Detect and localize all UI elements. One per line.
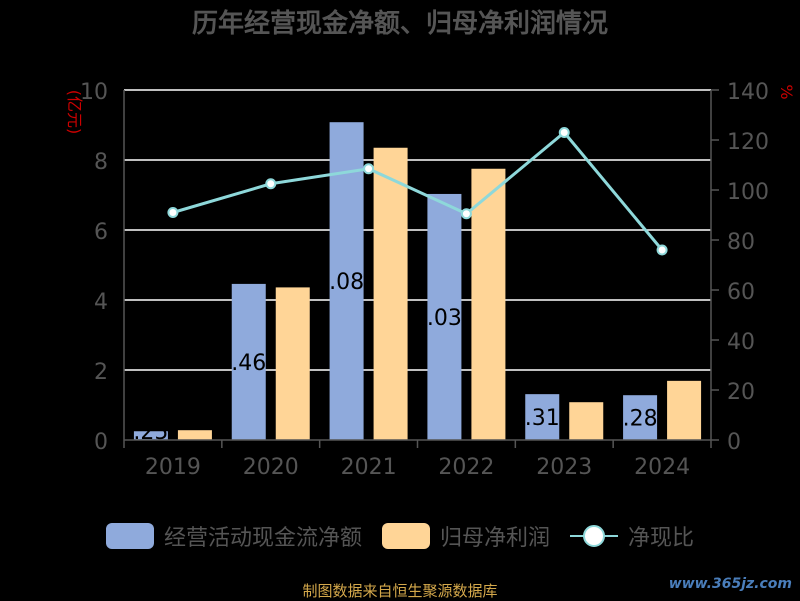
y-tick-label-left: 2 — [94, 360, 108, 385]
legend-label: 归母净利润 — [439, 526, 550, 551]
chart-title: 历年经营现金净额、归母净利润情况 — [192, 8, 608, 39]
y-tick-label-left: 10 — [80, 80, 108, 105]
y-tick-label-left: 0 — [94, 430, 108, 455]
bar-net-profit — [569, 402, 604, 440]
ratio-point — [558, 127, 570, 138]
legend-swatch-net-profit — [381, 523, 430, 549]
legend-item-net-profit[interactable]: 归母净利润 — [381, 520, 550, 552]
y-tick-label-right: 140 — [727, 80, 769, 105]
ratio-point — [363, 163, 375, 175]
bar-operating-cash-flow — [623, 395, 658, 440]
bars — [133, 122, 702, 440]
ratio-point — [265, 178, 277, 190]
legend-swatch-operating-cash-flow — [105, 523, 154, 549]
ratio-point — [167, 207, 179, 218]
bar-value-label: .03 — [427, 306, 462, 331]
ratio-point — [656, 244, 668, 256]
legend-item-operating-cash-flow[interactable]: 经营活动现金流净额 — [105, 520, 362, 552]
right-axis-unit: % — [777, 84, 796, 99]
bar-value-label: .25 — [133, 420, 168, 445]
y-tick-label-left: 8 — [94, 150, 108, 175]
bar-net-profit — [373, 147, 408, 440]
x-tick-label: 2020 — [243, 455, 299, 480]
y-tick-label-right: 0 — [727, 430, 741, 455]
bar-value-label: .08 — [329, 270, 364, 295]
ratio-line-path — [172, 130, 664, 251]
y-tick-label-left: 4 — [94, 290, 108, 315]
x-tick-label: 2023 — [536, 455, 592, 480]
y-tick-label-left: 6 — [94, 220, 108, 245]
y-tick-label-right: 40 — [727, 330, 755, 355]
bar-operating-cash-flow — [133, 431, 168, 440]
bar-operating-cash-flow — [231, 283, 266, 440]
legend-label: 净现比 — [628, 526, 695, 551]
ratio-line — [167, 127, 668, 256]
y-tick-label-right: 120 — [727, 130, 769, 155]
y-tick-label-right: 80 — [727, 230, 755, 255]
x-tick-label: 2021 — [341, 455, 397, 480]
y-tick-label-right: 20 — [727, 380, 755, 405]
bar-value-label: .28 — [623, 407, 658, 432]
data-labels: .25 .46 .08 .03 .31 .28 — [133, 270, 657, 445]
legend: 经营活动现金流净额 归母净利润 净现比 — [0, 518, 800, 554]
legend-line-marker-icon — [570, 523, 618, 549]
bar-value-label: .46 — [231, 351, 266, 376]
x-tick-label: 2019 — [145, 455, 201, 480]
bar-operating-cash-flow — [525, 394, 560, 440]
x-tick-label: 2022 — [438, 455, 494, 480]
left-axis-unit: (亿元) — [65, 90, 84, 135]
bar-net-profit — [667, 380, 702, 440]
bar-net-profit — [471, 168, 506, 440]
watermark: www.365jz.com — [668, 576, 792, 592]
y-tick-label-right: 60 — [727, 280, 755, 305]
bar-value-label: .31 — [525, 406, 560, 431]
gridlines — [124, 89, 711, 371]
ratio-point — [460, 208, 472, 220]
y-tick-label-right: 100 — [727, 180, 769, 205]
x-tick-label: 2024 — [634, 455, 690, 480]
legend-label: 经营活动现金流净额 — [163, 526, 362, 551]
bar-net-profit — [177, 430, 212, 440]
legend-item-cash-ratio[interactable]: 净现比 — [570, 520, 694, 552]
bar-operating-cash-flow — [427, 193, 462, 440]
data-source-note: 制图数据来自恒生聚源数据库 — [302, 582, 498, 600]
bar-net-profit — [275, 287, 310, 440]
